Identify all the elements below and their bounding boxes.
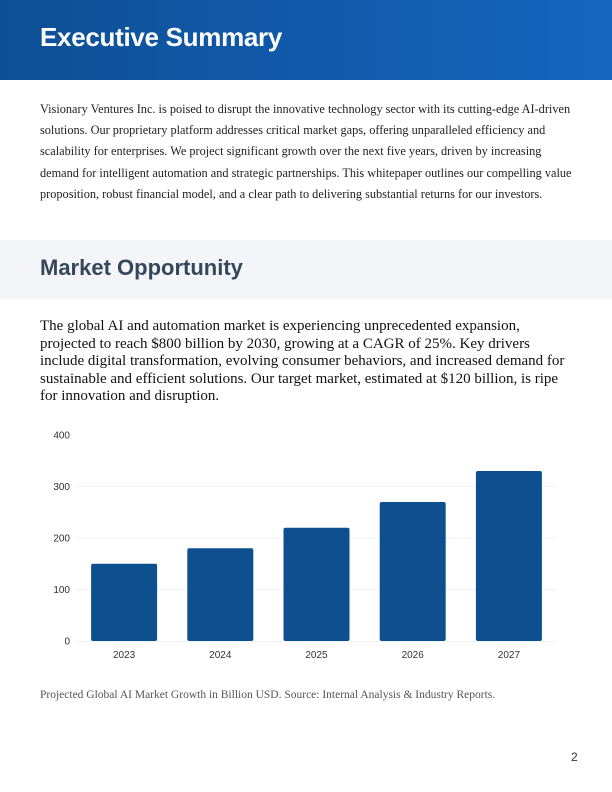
bar-2027 — [475, 471, 542, 641]
section-title: Market Opportunity — [40, 255, 243, 280]
x-tick-label: 2025 — [305, 650, 328, 661]
section-header: Market Opportunity — [0, 240, 612, 299]
y-tick-label: 0 — [64, 637, 70, 648]
market-text: The global AI and automation market is e… — [40, 318, 565, 404]
x-tick-label: 2027 — [498, 650, 521, 661]
chart-caption: Projected Global AI Market Growth in Bil… — [40, 689, 496, 701]
x-tick-label: 2023 — [113, 650, 136, 661]
bar-2024 — [187, 548, 254, 641]
header-banner: Executive Summary — [0, 0, 612, 80]
page-title: Executive Summary — [40, 22, 283, 52]
bar-chart: 0 100 200 300 400 2023 2024 2025 2026 2027 — [53, 431, 557, 661]
x-tick-label: 2024 — [209, 650, 232, 661]
y-tick-label: 200 — [53, 534, 70, 545]
y-tick-label: 400 — [53, 431, 70, 442]
bar-2026 — [379, 501, 446, 641]
bar-2025 — [283, 527, 350, 641]
page-number: 2 — [571, 750, 578, 764]
y-tick-label: 100 — [53, 585, 70, 596]
executive-summary-text: Visionary Ventures Inc. is poised to dis… — [40, 102, 572, 201]
bar-2023 — [91, 563, 158, 641]
x-tick-label: 2026 — [402, 650, 425, 661]
y-tick-label: 300 — [53, 482, 70, 493]
